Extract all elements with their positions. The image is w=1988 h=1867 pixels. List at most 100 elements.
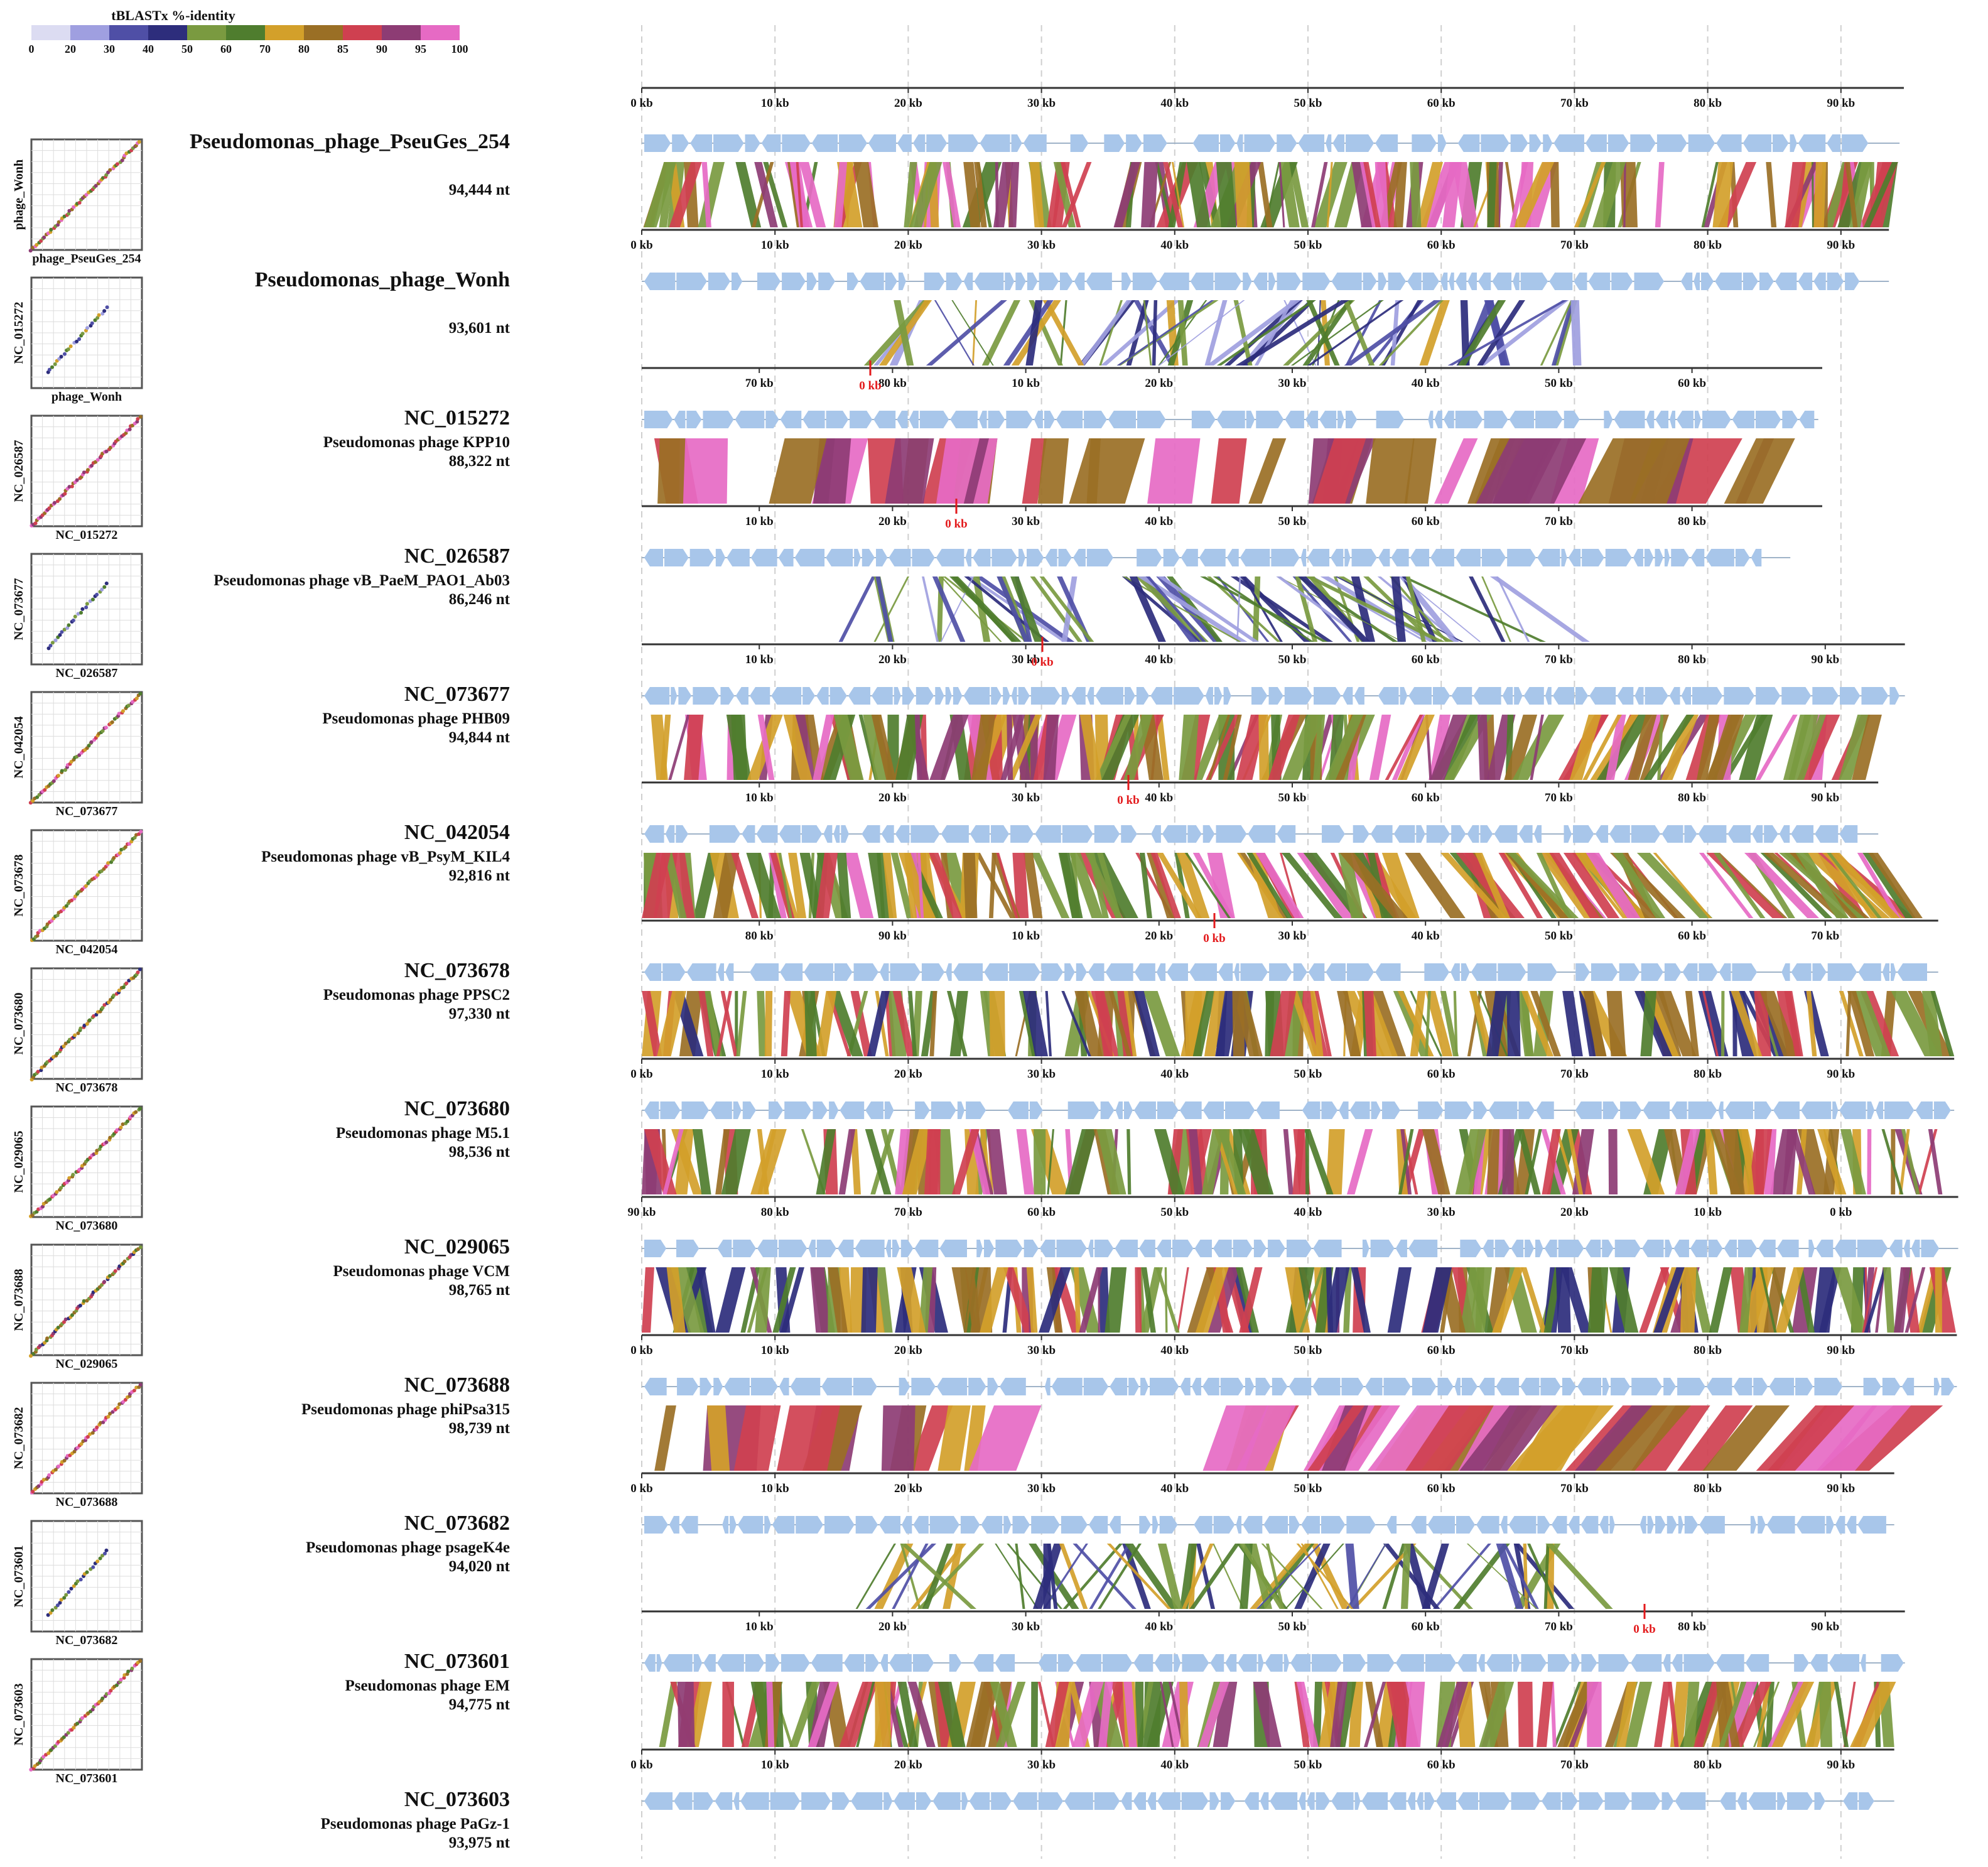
scale-tick-label: 30 kb <box>1012 1620 1040 1633</box>
scale-tick-label: 90 kb <box>1811 1620 1839 1633</box>
homology-ribbon <box>1176 853 1210 918</box>
gene-arrow <box>1677 411 1694 428</box>
scale-tick-label: 80 kb <box>1678 653 1706 666</box>
gene-arrow <box>1502 687 1513 705</box>
gene-arrow <box>665 825 675 843</box>
gene-arrow <box>1535 411 1563 428</box>
gene-arrow <box>1425 1654 1457 1672</box>
homology-ribbon <box>1139 853 1152 918</box>
gene-arrow <box>1683 1654 1715 1672</box>
gene-arrow <box>1157 1792 1180 1810</box>
dotplot-point <box>48 1611 53 1615</box>
legend-swatch <box>265 25 304 40</box>
homology-ribbon <box>1000 715 1025 780</box>
homology-ribbon <box>838 576 876 642</box>
gene-arrow <box>1672 1654 1683 1672</box>
gene-arrow <box>1846 1516 1857 1534</box>
gene-arrow <box>1326 963 1346 981</box>
homology-ribbon <box>1099 300 1123 365</box>
homology-ribbon <box>1442 162 1462 227</box>
homology-ribbon <box>1157 1544 1183 1609</box>
comparison-ribbons <box>838 576 1590 642</box>
legend-tick: 0 <box>29 43 35 55</box>
gene-arrow <box>1180 549 1198 566</box>
gene-arrow <box>1681 687 1691 705</box>
gene-arrow <box>1210 1654 1224 1672</box>
gene-arrow <box>1284 687 1313 705</box>
homology-ribbon <box>1294 1682 1310 1747</box>
gene-arrow <box>1005 273 1015 290</box>
homology-ribbon <box>1029 162 1044 227</box>
homology-ribbon <box>1574 1405 1653 1471</box>
homology-ribbon <box>1432 1544 1491 1609</box>
gene-arrow <box>1750 1516 1757 1534</box>
gene-arrow <box>969 1792 990 1810</box>
homology-ribbon <box>1043 715 1059 780</box>
dotplot-point <box>102 585 107 589</box>
genome-length: 98,536 nt <box>449 1144 511 1161</box>
gene-arrow <box>1630 1654 1662 1672</box>
gene-arrow <box>1044 411 1055 428</box>
gene-arrow <box>924 273 945 290</box>
dotplot-point <box>82 1299 86 1303</box>
dotplot-point <box>120 158 124 163</box>
gene-arrow <box>1861 687 1889 705</box>
dotplot-point <box>75 339 79 344</box>
dotplot-point <box>87 744 91 748</box>
gene-arrow <box>1194 1516 1213 1534</box>
dotplot-point <box>72 205 76 209</box>
gene-arrow <box>1798 134 1826 152</box>
gene-arrow <box>1454 1378 1461 1395</box>
gene-arrow <box>1766 1516 1795 1534</box>
gene-arrow <box>1619 963 1640 981</box>
gene-arrow <box>1393 825 1415 843</box>
gene-arrow <box>1609 825 1630 843</box>
gene-arrow <box>672 134 689 152</box>
gene-arrow <box>1449 273 1454 290</box>
gene-arrow <box>879 1516 901 1534</box>
genome-description: Pseudomonas phage psageK4e <box>306 1539 510 1556</box>
homology-ribbon <box>1177 300 1188 365</box>
homology-ribbon <box>902 1129 934 1194</box>
gene-arrow <box>1367 1654 1395 1672</box>
gene-arrow <box>1238 1654 1257 1672</box>
homology-ribbon <box>1613 853 1666 918</box>
gene-arrow <box>1684 825 1697 843</box>
dotplot-point <box>117 712 121 716</box>
homology-ribbon <box>1592 162 1626 227</box>
dotplot-xlabel: NC_073680 <box>56 1219 118 1233</box>
dotplot-point <box>62 1735 66 1740</box>
gene-arrow <box>1263 1516 1288 1534</box>
homology-ribbon <box>1307 300 1404 365</box>
gene-arrow <box>1705 549 1734 566</box>
scale-tick-label: 30 kb <box>1027 1344 1056 1357</box>
gene-arrow <box>1562 1792 1578 1810</box>
gene-arrow <box>1220 134 1236 152</box>
scale-tick-label: 90 kb <box>878 929 907 943</box>
gene-arrow <box>1244 1792 1259 1810</box>
homology-ribbon <box>1137 576 1248 642</box>
homology-ribbon <box>1517 1129 1541 1194</box>
homology-ribbon <box>1204 991 1225 1056</box>
homology-ribbon <box>1806 991 1817 1056</box>
gene-arrow <box>1434 411 1442 428</box>
homology-ribbon <box>1496 576 1530 642</box>
scale-tick-label: 40 kb <box>1145 791 1173 804</box>
scale-tick-label: 20 kb <box>894 1068 922 1081</box>
homology-ribbon <box>1797 715 1827 780</box>
homology-ribbon <box>1298 576 1371 642</box>
homology-ribbon <box>1400 576 1481 642</box>
legend-tick: 90 <box>376 43 387 55</box>
scale-tick-label: 70 kb <box>1560 1758 1589 1772</box>
dotplot-point <box>42 235 46 240</box>
dotplot-point <box>103 1551 107 1556</box>
gene-arrow <box>1455 411 1483 428</box>
homology-ribbon <box>1405 1544 1431 1609</box>
homology-ribbon <box>1397 991 1434 1056</box>
gene-arrow <box>1191 411 1216 428</box>
gene-arrow <box>1585 134 1607 152</box>
gene-arrow <box>686 963 716 981</box>
vertical-gridlines <box>641 25 1842 1859</box>
